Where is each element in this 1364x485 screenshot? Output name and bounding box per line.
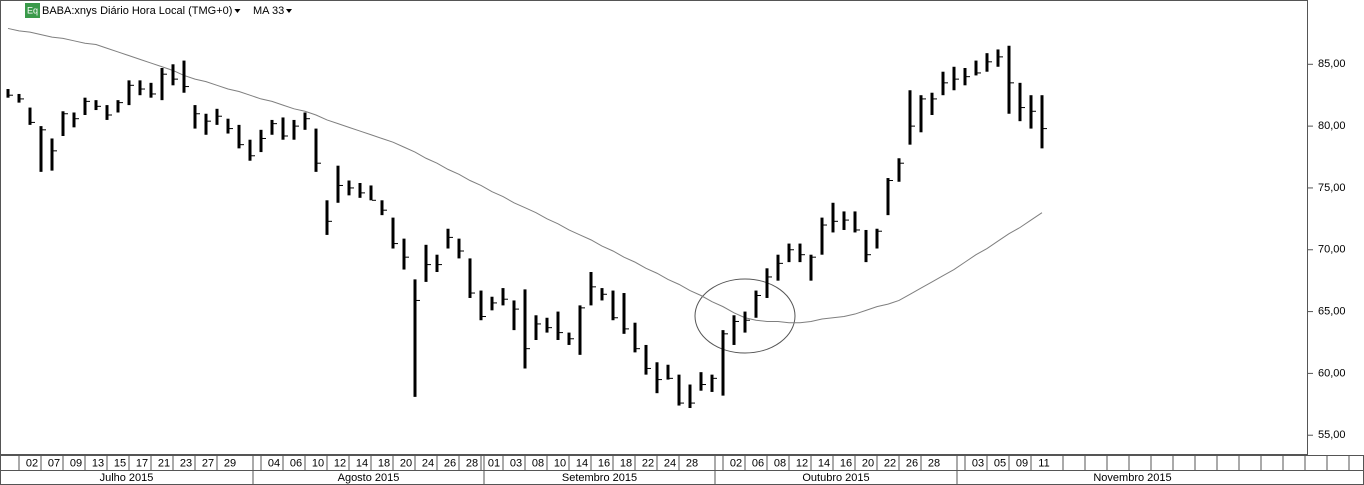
- x-tick-label: 18: [378, 457, 390, 469]
- chart-title[interactable]: BABA:xnys Diário Hora Local (TMG+0): [42, 5, 232, 17]
- month-label: Outubro 2015: [802, 472, 869, 484]
- x-tick-label: 16: [840, 457, 852, 469]
- x-tick-label: 10: [312, 457, 324, 469]
- x-tick-label: 27: [202, 457, 214, 469]
- x-tick-label: 26: [906, 457, 918, 469]
- x-tick-label: 18: [620, 457, 632, 469]
- x-tick-label: 06: [752, 457, 764, 469]
- x-tick-label: 14: [818, 457, 830, 469]
- y-tick-label: 55,00: [1318, 429, 1346, 441]
- month-label: Julho 2015: [100, 472, 154, 484]
- x-tick-label: 28: [686, 457, 698, 469]
- y-tick-label: 70,00: [1318, 244, 1346, 256]
- y-tick-label: 85,00: [1318, 58, 1346, 70]
- x-tick-label: 20: [400, 457, 412, 469]
- x-tick-label: 03: [972, 457, 984, 469]
- x-tick-label: 01: [488, 457, 500, 469]
- dropdown-arrow[interactable]: [286, 9, 292, 13]
- x-tick-label: 10: [554, 457, 566, 469]
- x-tick-label: 28: [928, 457, 940, 469]
- x-tick-label: 20: [862, 457, 874, 469]
- x-tick-label: 24: [422, 457, 434, 469]
- header: Eq BABA:xnys Diário Hora Local (TMG+0) M…: [25, 3, 292, 18]
- y-tick-label: 60,00: [1318, 367, 1346, 379]
- y-tick-label: 65,00: [1318, 305, 1346, 317]
- x-tick-label: 22: [642, 457, 654, 469]
- month-label: Novembro 2015: [1093, 472, 1171, 484]
- x-tick-label: 29: [224, 457, 236, 469]
- x-tick-label: 06: [290, 457, 302, 469]
- x-tick-label: 22: [884, 457, 896, 469]
- ma-legend[interactable]: MA 33: [253, 5, 284, 17]
- x-tick-label: 08: [532, 457, 544, 469]
- badge-box: [25, 3, 40, 18]
- x-tick-label: 23: [180, 457, 192, 469]
- x-tick-label: 11: [1038, 457, 1049, 469]
- x-tick-label: 17: [136, 457, 148, 469]
- annotation-circle: [694, 278, 796, 354]
- x-tick-label: 07: [48, 457, 60, 469]
- x-tick-label: 26: [444, 457, 456, 469]
- x-tick-label: 14: [576, 457, 588, 469]
- x-tick-label: 14: [356, 457, 368, 469]
- x-tick-label: 21: [158, 457, 170, 469]
- y-tick-label: 75,00: [1318, 182, 1346, 194]
- x-tick-label: 24: [664, 457, 676, 469]
- dropdown-arrow: [234, 9, 241, 13]
- plot-frame: [0, 0, 1308, 455]
- moving-average: [7, 27, 1043, 324]
- x-tick-label: 13: [92, 457, 104, 469]
- x-tick-label: 28: [466, 457, 478, 469]
- x-tick-label: 02: [26, 457, 38, 469]
- badge: Eq: [27, 5, 38, 15]
- x-tick-label: 04: [268, 457, 280, 469]
- y-tick-label: 80,00: [1318, 120, 1346, 132]
- x-tick-label: 16: [598, 457, 610, 469]
- x-tick-label: 09: [70, 457, 82, 469]
- x-tick-label: 03: [510, 457, 522, 469]
- x-tick-label: 09: [1016, 457, 1028, 469]
- month-label: Agosto 2015: [338, 472, 400, 484]
- x-tick-label: 08: [774, 457, 786, 469]
- month-label: Setembro 2015: [562, 472, 637, 484]
- x-tick-label: 02: [730, 457, 742, 469]
- x-tick-label: 12: [796, 457, 808, 469]
- x-tick-label: 15: [114, 457, 126, 469]
- x-tick-label: 05: [994, 457, 1006, 469]
- x-tick-label: 12: [334, 457, 346, 469]
